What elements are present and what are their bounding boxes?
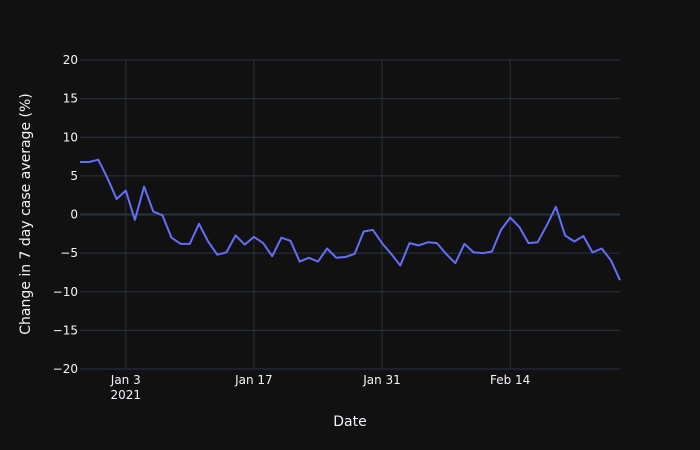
data-point — [279, 235, 284, 240]
data-point — [316, 259, 321, 264]
data-point — [471, 250, 476, 255]
data-point — [96, 157, 101, 162]
data-point — [572, 239, 577, 244]
data-point — [288, 238, 293, 243]
y-tick-label: −15 — [53, 323, 78, 337]
data-point — [306, 255, 311, 260]
data-point — [334, 255, 339, 260]
data-point — [416, 243, 421, 248]
data-point — [169, 235, 174, 240]
data-point — [590, 250, 595, 255]
y-tick-label: 5 — [70, 169, 78, 183]
series-layer — [78, 157, 623, 283]
data-point — [325, 246, 330, 251]
data-point — [151, 209, 156, 214]
data-point — [224, 250, 229, 255]
data-point — [508, 215, 513, 220]
data-point — [370, 227, 375, 232]
x-tick-label: Feb 14 — [490, 373, 530, 387]
data-point — [105, 176, 110, 181]
x-axis-title: Date — [333, 414, 366, 430]
data-point — [132, 217, 137, 222]
data-point — [462, 241, 467, 246]
data-point — [297, 259, 302, 264]
data-point — [553, 204, 558, 209]
x-tick-label: Jan 31 — [362, 373, 401, 387]
x-tick-label: Jan 17 — [234, 373, 273, 387]
x-tick-label: Jan 3 — [110, 373, 141, 387]
data-point — [398, 263, 403, 268]
data-point — [618, 278, 623, 283]
y-tick-label: −10 — [53, 285, 78, 299]
y-tick-label: −20 — [53, 362, 78, 376]
y-axis-title: Change in 7 day case average (%) — [18, 93, 34, 334]
data-point — [480, 251, 485, 256]
data-point — [453, 261, 458, 266]
data-point — [526, 241, 531, 246]
data-point — [242, 242, 247, 247]
data-point — [444, 251, 449, 256]
data-point — [251, 234, 256, 239]
data-point — [581, 234, 586, 239]
data-point — [197, 221, 202, 226]
data-point — [215, 252, 220, 257]
data-point — [563, 233, 568, 238]
y-tick-label: −5 — [60, 246, 78, 260]
data-point — [489, 249, 494, 254]
series-line-0 — [80, 158, 621, 281]
data-point — [434, 241, 439, 246]
data-point — [178, 241, 183, 246]
data-point — [87, 160, 92, 165]
data-point — [343, 255, 348, 260]
data-point — [187, 241, 192, 246]
y-tick-labels: −20 −15 −10 −5 0 5 10 15 20 — [53, 53, 78, 376]
data-point — [142, 184, 147, 189]
data-point — [233, 233, 238, 238]
data-point — [389, 251, 394, 256]
data-point — [425, 240, 430, 245]
grid-layer — [80, 59, 620, 370]
data-point — [608, 258, 613, 263]
data-point — [270, 254, 275, 259]
data-point — [361, 229, 366, 234]
data-point — [517, 224, 522, 229]
y-tick-label: 10 — [63, 130, 78, 144]
data-point — [352, 251, 357, 256]
data-point — [78, 160, 83, 165]
data-point — [380, 241, 385, 246]
data-point — [123, 188, 128, 193]
data-point — [599, 246, 604, 251]
data-point — [499, 227, 504, 232]
data-point — [544, 223, 549, 228]
y-tick-label: 0 — [70, 208, 78, 222]
data-point — [160, 213, 165, 218]
data-point — [114, 197, 119, 202]
x-tick-sublabel: 2021 — [110, 388, 141, 402]
data-point — [535, 240, 540, 245]
y-tick-label: 15 — [63, 92, 78, 106]
data-point — [206, 239, 211, 244]
data-point — [261, 241, 266, 246]
data-point — [407, 241, 412, 246]
y-tick-label: 20 — [63, 53, 78, 67]
